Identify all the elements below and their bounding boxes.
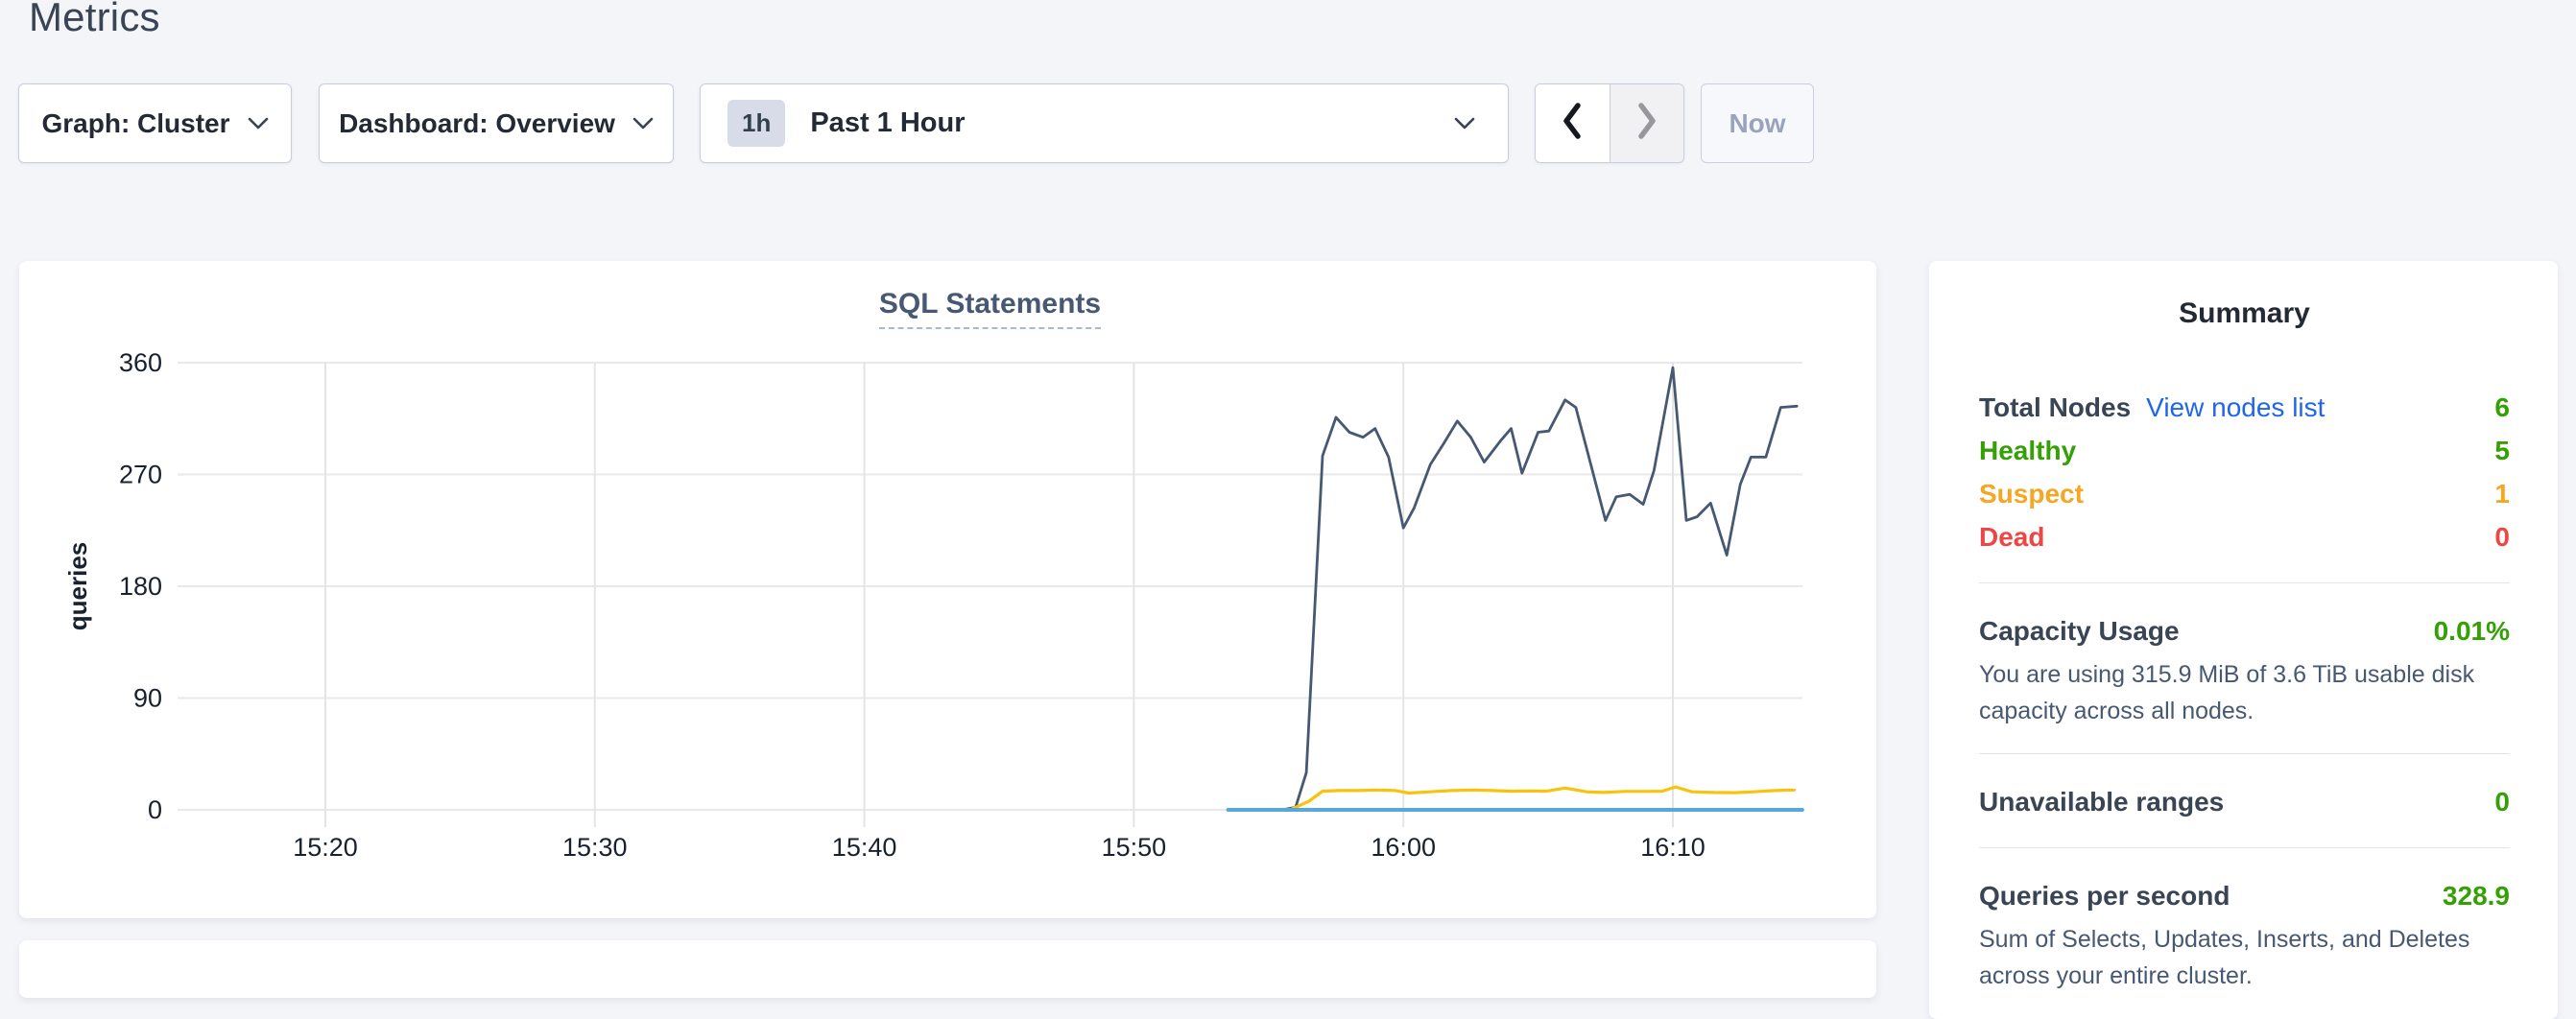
queries-per-second-value: 328.9 [2442,881,2510,911]
x-tick-label: 15:20 [293,833,358,862]
y-tick-label: 270 [119,461,162,489]
chart-series-yellow-line [1227,785,1796,812]
now-button-label: Now [1729,107,1786,138]
chevron-left-icon [1560,101,1585,146]
x-tick-label: 15:40 [832,833,897,862]
divider [1979,847,2510,848]
time-range-badge: 1h [727,100,786,147]
suspect-nodes-row: Suspect 1 [1979,472,2510,515]
chevron-right-icon [1634,101,1659,146]
chart-series-navy-line [1227,366,1799,812]
sql-statements-chart[interactable]: 0 90 180 270 360 15:20 15:30 15:40 15:50 16:00 16:… [19,261,1876,918]
chart-title[interactable]: SQL Statements [878,288,1102,329]
capacity-usage-row: Capacity Usage 0.01% [1979,609,2510,652]
total-nodes-label: Total Nodes [1979,392,2132,422]
metrics-page: { "page": { "title": "Metrics" }, "toolb… [18,0,2558,1019]
healthy-label: Healthy [1979,436,2077,465]
x-tick-label: 15:30 [562,833,628,862]
time-range-label: Past 1 Hour [810,107,966,138]
page-title: Metrics [29,0,160,39]
y-axis-label: queries [63,542,92,631]
y-tick-label: 180 [119,572,162,601]
healthy-value: 5 [2494,436,2510,465]
dashboard-dropdown-label: Dashboard: Overview [339,107,615,138]
now-button[interactable]: Now [1701,83,1814,163]
unavailable-ranges-row: Unavailable ranges 0 [1979,780,2510,823]
x-tick-label: 16:10 [1640,833,1705,862]
y-tick-label: 90 [133,684,162,713]
capacity-usage-description: You are using 315.9 MiB of 3.6 TiB usabl… [1979,661,2475,724]
unavailable-ranges-label: Unavailable ranges [1979,787,2225,817]
time-nav-group [1535,83,1684,163]
chevron-down-icon [1454,117,1475,130]
queries-per-second-description: Sum of Selects, Updates, Inserts, and De… [1979,926,2470,989]
x-tick-label: 15:50 [1102,833,1167,862]
summary-panel: Summary Total Nodes View nodes list 6 He… [1929,261,2558,1019]
view-nodes-list-link[interactable]: View nodes list [2146,392,2326,422]
chevron-down-icon [632,117,654,130]
graph-dropdown[interactable]: Graph: Cluster [18,83,292,163]
y-tick-label: 0 [148,795,162,824]
graph-dropdown-label: Graph: Cluster [41,107,230,138]
unavailable-ranges-value: 0 [2494,787,2510,817]
capacity-usage-value: 0.01% [2433,616,2510,646]
time-range-selector[interactable]: 1h Past 1 Hour [700,83,1509,163]
queries-per-second-row: Queries per second 328.9 [1979,874,2510,917]
dead-value: 0 [2494,522,2510,552]
healthy-nodes-row: Healthy 5 [1979,429,2510,472]
time-next-button[interactable] [1610,84,1683,162]
y-tick-label: 360 [119,348,162,377]
divider [1979,753,2510,754]
total-nodes-row: Total Nodes View nodes list 6 [1979,386,2510,429]
capacity-usage-label: Capacity Usage [1979,616,2180,646]
total-nodes-value: 6 [2494,392,2510,422]
suspect-value: 1 [2494,479,2510,509]
suspect-label: Suspect [1979,479,2084,509]
dead-nodes-row: Dead 0 [1979,515,2510,558]
queries-per-second-label: Queries per second [1979,881,2230,911]
next-chart-card [19,940,1876,998]
dashboard-dropdown[interactable]: Dashboard: Overview [319,83,674,163]
sql-statements-card: SQL Statements 0 90 180 270 360 15:20 15:30 15:… [19,261,1876,918]
chevron-down-icon [248,117,269,130]
divider [1979,582,2510,583]
time-prev-button[interactable] [1536,84,1610,162]
summary-title: Summary [2179,297,2310,329]
dead-label: Dead [1979,522,2045,552]
x-tick-label: 16:00 [1371,833,1436,862]
